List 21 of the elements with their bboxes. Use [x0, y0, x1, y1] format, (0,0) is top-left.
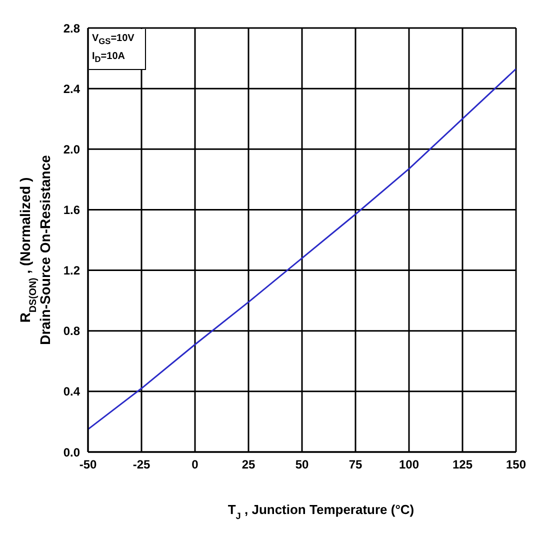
x-axis-title: T$_{J}$, Junction Temperature (°C) — [228, 502, 414, 521]
x-tick-label: 75 — [348, 458, 362, 472]
y-tick-label: 1.2 — [63, 264, 80, 278]
annotation: I$_{D}$=10A — [92, 50, 126, 66]
x-tick-label: -25 — [132, 458, 150, 472]
y-tick-label: 1.6 — [63, 202, 80, 217]
y-tick-label: 0.8 — [63, 324, 80, 338]
y-tick-label: 2.0 — [63, 142, 80, 156]
x-tick-label: 150 — [506, 458, 526, 472]
y-tick-label: 0.4 — [63, 384, 80, 399]
y-tick-label: 2.8 — [63, 21, 80, 36]
x-tick-label: 25 — [242, 458, 256, 472]
x-tick-label: 100 — [398, 458, 420, 472]
x-tick-label: 50 — [295, 458, 309, 472]
annotation: V$_{GS}$=10V — [92, 32, 136, 48]
y-tick-label: 0.0 — [63, 445, 80, 460]
x-tick-label: 125 — [452, 458, 473, 472]
y-tick-label: 2.4 — [63, 82, 80, 96]
x-tick-label: 0 — [192, 458, 199, 472]
x-tick-label: -50 — [79, 458, 97, 472]
line-series — [88, 68, 516, 430]
